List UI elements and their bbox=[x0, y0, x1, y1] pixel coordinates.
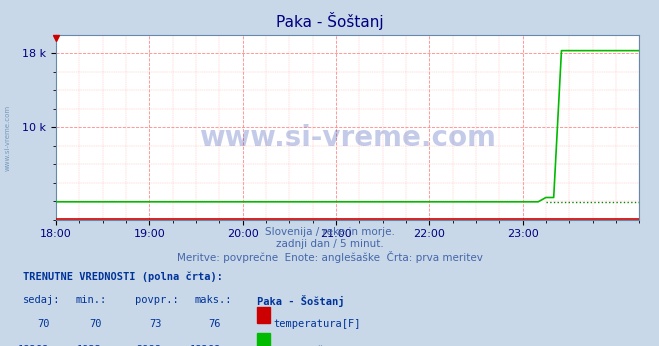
Text: 1933: 1933 bbox=[77, 345, 102, 346]
Text: 76: 76 bbox=[208, 319, 221, 329]
Text: min.:: min.: bbox=[76, 295, 107, 305]
Text: 18268: 18268 bbox=[18, 345, 49, 346]
Text: 70: 70 bbox=[37, 319, 49, 329]
Text: www.si-vreme.com: www.si-vreme.com bbox=[199, 124, 496, 152]
Text: Paka - Šoštanj: Paka - Šoštanj bbox=[257, 295, 345, 307]
Text: maks.:: maks.: bbox=[194, 295, 232, 305]
Text: Meritve: povprečne  Enote: anglešaške  Črta: prva meritev: Meritve: povprečne Enote: anglešaške Črt… bbox=[177, 251, 482, 263]
Text: 70: 70 bbox=[90, 319, 102, 329]
Text: 73: 73 bbox=[149, 319, 161, 329]
Text: pretok[čevelj3/min]: pretok[čevelj3/min] bbox=[273, 345, 392, 346]
Text: TRENUTNE VREDNOSTI (polna črta):: TRENUTNE VREDNOSTI (polna črta): bbox=[23, 272, 223, 282]
Text: sedaj:: sedaj: bbox=[23, 295, 61, 305]
Text: temperatura[F]: temperatura[F] bbox=[273, 319, 361, 329]
Text: 2988: 2988 bbox=[136, 345, 161, 346]
Text: 18268: 18268 bbox=[190, 345, 221, 346]
Text: Slovenija / reke in morje.: Slovenija / reke in morje. bbox=[264, 227, 395, 237]
Text: www.si-vreme.com: www.si-vreme.com bbox=[5, 105, 11, 172]
Text: zadnji dan / 5 minut.: zadnji dan / 5 minut. bbox=[275, 239, 384, 249]
Text: povpr.:: povpr.: bbox=[135, 295, 179, 305]
Text: Paka - Šoštanj: Paka - Šoštanj bbox=[275, 12, 384, 30]
